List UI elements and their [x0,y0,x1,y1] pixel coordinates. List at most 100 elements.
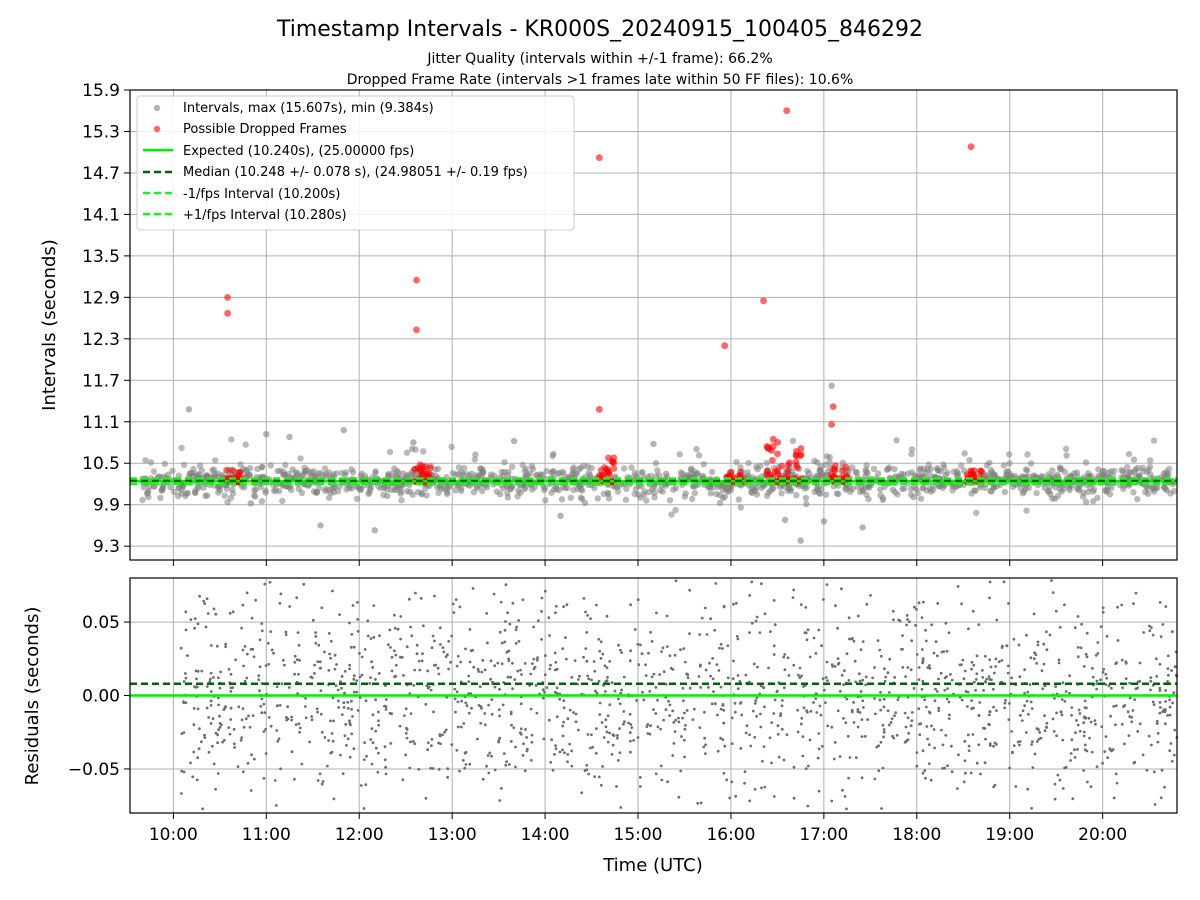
legend-label-median: Median (10.248 +/- 0.078 s), (24.98051 +… [183,165,528,180]
residual-point [1068,674,1072,678]
residual-point [562,706,566,710]
residual-point [798,676,802,680]
residual-point [817,732,821,735]
residual-point [390,712,393,716]
residual-point [209,704,213,707]
residual-point [822,598,825,601]
interval-point [1006,460,1013,467]
residual-point [1100,725,1104,729]
residual-point [594,689,597,693]
interval-point [632,485,640,493]
residual-point [318,660,322,664]
residual-point [808,655,812,659]
residual-point [197,747,201,751]
residual-point [743,781,746,785]
residual-point [1063,603,1066,607]
residual-point [372,636,376,639]
interval-point [1130,489,1137,496]
residual-point [1159,635,1163,639]
residual-point [351,715,354,718]
legend-label-plus-fps: +1/fps Interval (10.280s) [183,208,347,223]
residual-point [987,675,991,678]
residual-point [429,766,432,770]
residual-point [217,696,220,700]
interval-point [689,495,696,503]
residual-point [212,762,216,766]
residual-point [260,697,264,701]
interval-point [676,451,683,458]
y-tick-label: 12.9 [82,288,120,308]
residual-point [507,649,511,653]
interval-point [700,461,707,468]
residual-point [553,753,556,756]
residual-point [203,733,206,737]
residual-point [644,663,647,667]
residual-point [268,580,272,584]
residual-point [869,594,872,597]
residual-point [1035,727,1039,730]
residual-point [192,707,196,710]
residual-point [873,666,876,669]
residual-point [618,751,622,755]
residual-point [563,751,566,755]
residual-point [1170,759,1174,763]
residual-point [714,582,718,585]
residual-point [881,766,885,770]
residuals-x-ticks: 10:00 11:00 12:00 13:00 14:00 15:00 16:00 17:00… [149,813,1127,845]
residual-point [1136,730,1140,733]
residual-point [218,722,222,725]
interval-point [893,437,900,444]
interval-point [651,489,658,496]
residual-point [688,632,691,635]
interval-outlier-point [263,431,270,438]
interval-point [455,464,463,471]
residual-point [209,699,213,703]
residual-point [802,706,806,710]
residual-point [772,599,776,602]
residual-point [582,597,586,600]
residual-point [514,745,517,749]
residual-point [401,778,405,782]
residual-point [891,609,895,613]
interval-point [891,488,899,496]
residual-point [566,760,569,764]
residual-point [889,721,893,724]
interval-point [1090,498,1097,505]
residual-point [221,740,225,744]
interval-point [681,493,688,500]
interval-point [656,472,663,479]
residual-point [987,713,991,717]
residual-point [195,677,198,681]
chart-subtitle-dropped: Dropped Frame Rate (intervals >1 frames … [347,72,854,88]
residual-point [874,712,877,716]
residual-point [1161,623,1165,626]
residual-point [748,594,752,597]
residual-point [506,675,510,679]
interval-point [976,484,984,491]
residual-point [487,703,490,707]
residual-point [1152,703,1156,706]
residual-point [995,618,999,622]
residual-point [314,631,317,634]
residual-point [264,664,268,667]
residual-point [1155,675,1159,678]
residual-point [591,745,594,749]
residual-point [241,707,245,711]
residual-point [957,753,960,757]
residual-point [941,743,945,747]
residual-point [601,652,605,656]
residual-point [905,623,908,627]
residual-point [1111,748,1115,751]
residual-point [320,782,324,786]
residual-point [394,653,398,657]
residual-point [943,766,947,770]
legend-label-dropped: Possible Dropped Frames [183,122,347,137]
residual-point [1091,675,1095,679]
residual-point [1082,734,1086,738]
residual-point [783,653,787,656]
residual-point [286,717,290,721]
residual-point [208,677,212,681]
residual-point [726,676,730,680]
residual-point [1083,748,1087,751]
residual-point [223,706,227,710]
